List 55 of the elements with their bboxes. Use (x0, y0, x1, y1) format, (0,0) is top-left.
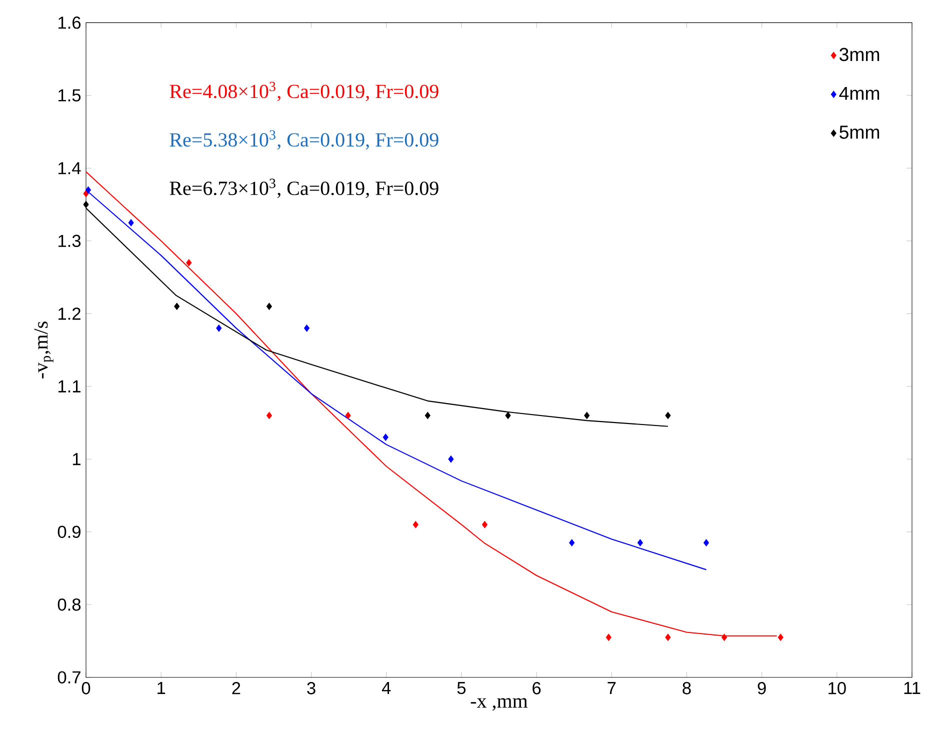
x-tick-label: 8 (682, 682, 691, 694)
y-tick-label: 1.3 (58, 234, 81, 248)
y-tick-label: 1.5 (58, 89, 81, 102)
x-axis-title: -x ,mm (470, 698, 528, 711)
point (424, 412, 430, 420)
point (665, 412, 671, 420)
point (382, 434, 388, 441)
x-tick-label: 9 (758, 682, 766, 694)
point (174, 302, 180, 310)
point (345, 412, 351, 420)
point (505, 412, 511, 420)
point (266, 412, 272, 420)
point (186, 259, 192, 266)
y-tick-label: 0.9 (58, 526, 80, 538)
x-tick-label: 4 (382, 682, 391, 694)
point (412, 520, 418, 528)
legend-label: 4mm (839, 86, 880, 100)
point (128, 219, 134, 226)
point (778, 634, 784, 641)
annotation: Re=6.73×10$^{3}$, Ca=0.019, Fr=0.09 (170, 178, 438, 198)
x-tick-label: 1 (158, 682, 166, 694)
x-tick-label: 2 (232, 682, 240, 694)
x-tick-label: 0 (82, 682, 90, 694)
y-tick-label: 1.1 (58, 380, 80, 392)
y-tick-label: 0.8 (58, 598, 81, 611)
legend-label: 5mm (840, 126, 880, 139)
point (569, 539, 575, 546)
legend-label: 3mm (840, 48, 880, 62)
y-tick-label: 1.4 (58, 162, 81, 174)
point (85, 186, 92, 194)
point (606, 634, 612, 641)
point (266, 302, 272, 310)
point (448, 456, 454, 463)
y-axis-title: -v$_{p}$,m/s (34, 322, 54, 378)
point (584, 412, 590, 420)
x-tick-label: 10 (828, 682, 846, 694)
x-tick-label: 5 (457, 682, 466, 694)
y-tick-label: 1 (72, 453, 80, 466)
x-tick-label: 7 (608, 682, 616, 694)
point (83, 200, 89, 208)
x-tick-label: 3 (307, 682, 316, 694)
point (722, 634, 728, 641)
annotation: Re=5.38×10$^{3}$, Ca=0.019, Fr=0.09 (170, 130, 438, 150)
point (482, 520, 488, 528)
point (637, 539, 643, 546)
point (703, 539, 710, 546)
y-tick-label: 0.7 (58, 671, 80, 684)
annotation: Re=4.08×10$^{3}$, Ca=0.019, Fr=0.09 (170, 82, 438, 102)
y-tick-label: 1.6 (58, 16, 81, 29)
y-tick-label: 1.2 (58, 308, 80, 320)
point (665, 634, 671, 641)
x-tick-label: 6 (532, 682, 541, 694)
point (304, 324, 310, 332)
point (216, 324, 222, 332)
x-tick-label: 11 (904, 682, 920, 694)
